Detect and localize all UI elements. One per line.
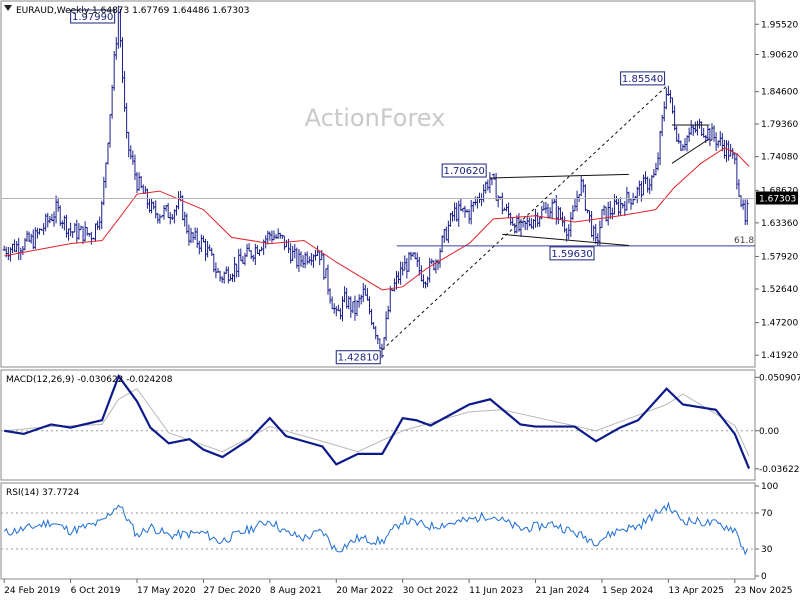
rsi-panel-frame xyxy=(0,482,756,580)
annotation-label: 1.42810 xyxy=(338,353,379,364)
time-tick-label: 20 Mar 2022 xyxy=(336,586,393,596)
time-tick-label: 1 Sep 2024 xyxy=(602,586,654,596)
trendline xyxy=(671,138,710,164)
price-tick-label: 1.52640 xyxy=(761,285,798,295)
annotation-high-2025: 1.85540 xyxy=(620,71,666,86)
price-tick-label: 1.68620 xyxy=(761,186,798,196)
annotation-box xyxy=(70,9,116,24)
moving-average-line xyxy=(4,147,750,291)
last-price-tag xyxy=(756,191,798,205)
rsi-tick-label: 70 xyxy=(761,509,773,519)
trendline xyxy=(502,233,629,246)
price-plot: 1.67303 61.8 1.97990 1.42810 1.70620 1.59630 1… xyxy=(1,5,798,365)
macd-title: MACD(12,26,9) -0.030622 -0.024208 xyxy=(6,375,173,385)
macd-tick-label: -0.036229 xyxy=(759,465,800,475)
rsi-title: RSI(14) 37.7724 xyxy=(6,488,79,498)
rsi-line xyxy=(3,501,748,556)
rsi-plot xyxy=(1,501,755,556)
price-tick-label: 1.84600 xyxy=(761,88,798,98)
symbol-header: EURAUD,Weekly 1.64873 1.67769 1.64486 1.… xyxy=(16,6,250,16)
price-tick-label: 1.57920 xyxy=(761,252,798,262)
macd-plot xyxy=(1,373,755,469)
annotation-low-2022: 1.42810 xyxy=(335,350,381,365)
price-axis: 1.95520 1.90620 1.84600 1.79360 1.74080 1.686… xyxy=(755,20,798,361)
price-tick-label: 1.41920 xyxy=(761,351,798,361)
time-tick-label: 13 Apr 2025 xyxy=(668,586,724,596)
time-tick-label: 17 May 2020 xyxy=(137,586,196,596)
annotation-box xyxy=(549,246,595,261)
annotation-label: 1.85540 xyxy=(622,74,663,85)
price-tick-label: 1.47200 xyxy=(761,319,798,329)
rsi-tick-label: 30 xyxy=(761,545,773,555)
time-tick-label: 27 Dec 2020 xyxy=(203,586,261,596)
price-tick-label: 1.74080 xyxy=(761,153,798,163)
macd-tick-label: 0.00 xyxy=(759,427,779,437)
annotation-box xyxy=(441,163,487,178)
time-tick-label: 6 Oct 2019 xyxy=(71,586,121,596)
rsi-tick-label: 0 xyxy=(761,572,767,582)
annotation-high-2020: 1.97990 xyxy=(70,9,116,24)
trendline xyxy=(490,173,629,179)
price-tick-label: 1.63360 xyxy=(761,219,798,229)
rsi-axis: 100 70 30 0 xyxy=(755,482,778,582)
time-tick-label: 23 Nov 2025 xyxy=(735,586,793,596)
fib-level-label: 61.8 xyxy=(734,236,754,246)
price-panel-frame xyxy=(0,0,756,368)
rsi-tick-label: 100 xyxy=(761,482,778,492)
macd-line xyxy=(4,373,751,469)
dropdown-triangle-icon[interactable] xyxy=(4,5,12,11)
rsi-panel: 100 70 30 0 RSI(14) 37.7724 xyxy=(0,482,778,582)
watermark: ActionForex xyxy=(305,104,446,132)
macd-axis: 0.050907 0.00 -0.036229 xyxy=(755,373,800,475)
annotation-low-2024: 1.59630 xyxy=(549,246,595,261)
price-tick-label: 1.90620 xyxy=(761,51,798,61)
time-tick-label: 11 Jun 2023 xyxy=(469,586,523,596)
annotation-label: 1.59630 xyxy=(551,249,592,260)
annotation-label: 1.70620 xyxy=(443,166,484,177)
price-tick-label: 1.79360 xyxy=(761,120,798,130)
ohlc-bar xyxy=(745,199,749,225)
annotation-box xyxy=(335,350,381,365)
time-tick-label: 30 Oct 2022 xyxy=(403,586,459,596)
time-axis: 24 Feb 2019 6 Oct 2019 17 May 2020 27 Dec 2… xyxy=(3,579,793,596)
time-tick-label: 8 Aug 2021 xyxy=(270,586,322,596)
annotation-label: 1.97990 xyxy=(72,12,113,23)
macd-signal-line xyxy=(4,388,750,457)
price-panel: ActionForex 1.95520 1.90620 1.84600 1.79360… xyxy=(0,0,798,368)
time-tick-label: 21 Jan 2024 xyxy=(536,586,590,596)
price-tick-label: 1.95520 xyxy=(761,20,798,30)
macd-tick-label: 0.050907 xyxy=(759,373,800,383)
trendline xyxy=(381,85,667,351)
time-tick-label: 24 Feb 2019 xyxy=(4,586,60,596)
last-price-label: 1.67303 xyxy=(759,194,796,204)
macd-panel: 0.050907 0.00 -0.036229 MACD(12,26,9) -0.0… xyxy=(0,369,800,481)
annotation-high-2023: 1.70620 xyxy=(441,163,487,178)
annotation-box xyxy=(620,71,666,86)
